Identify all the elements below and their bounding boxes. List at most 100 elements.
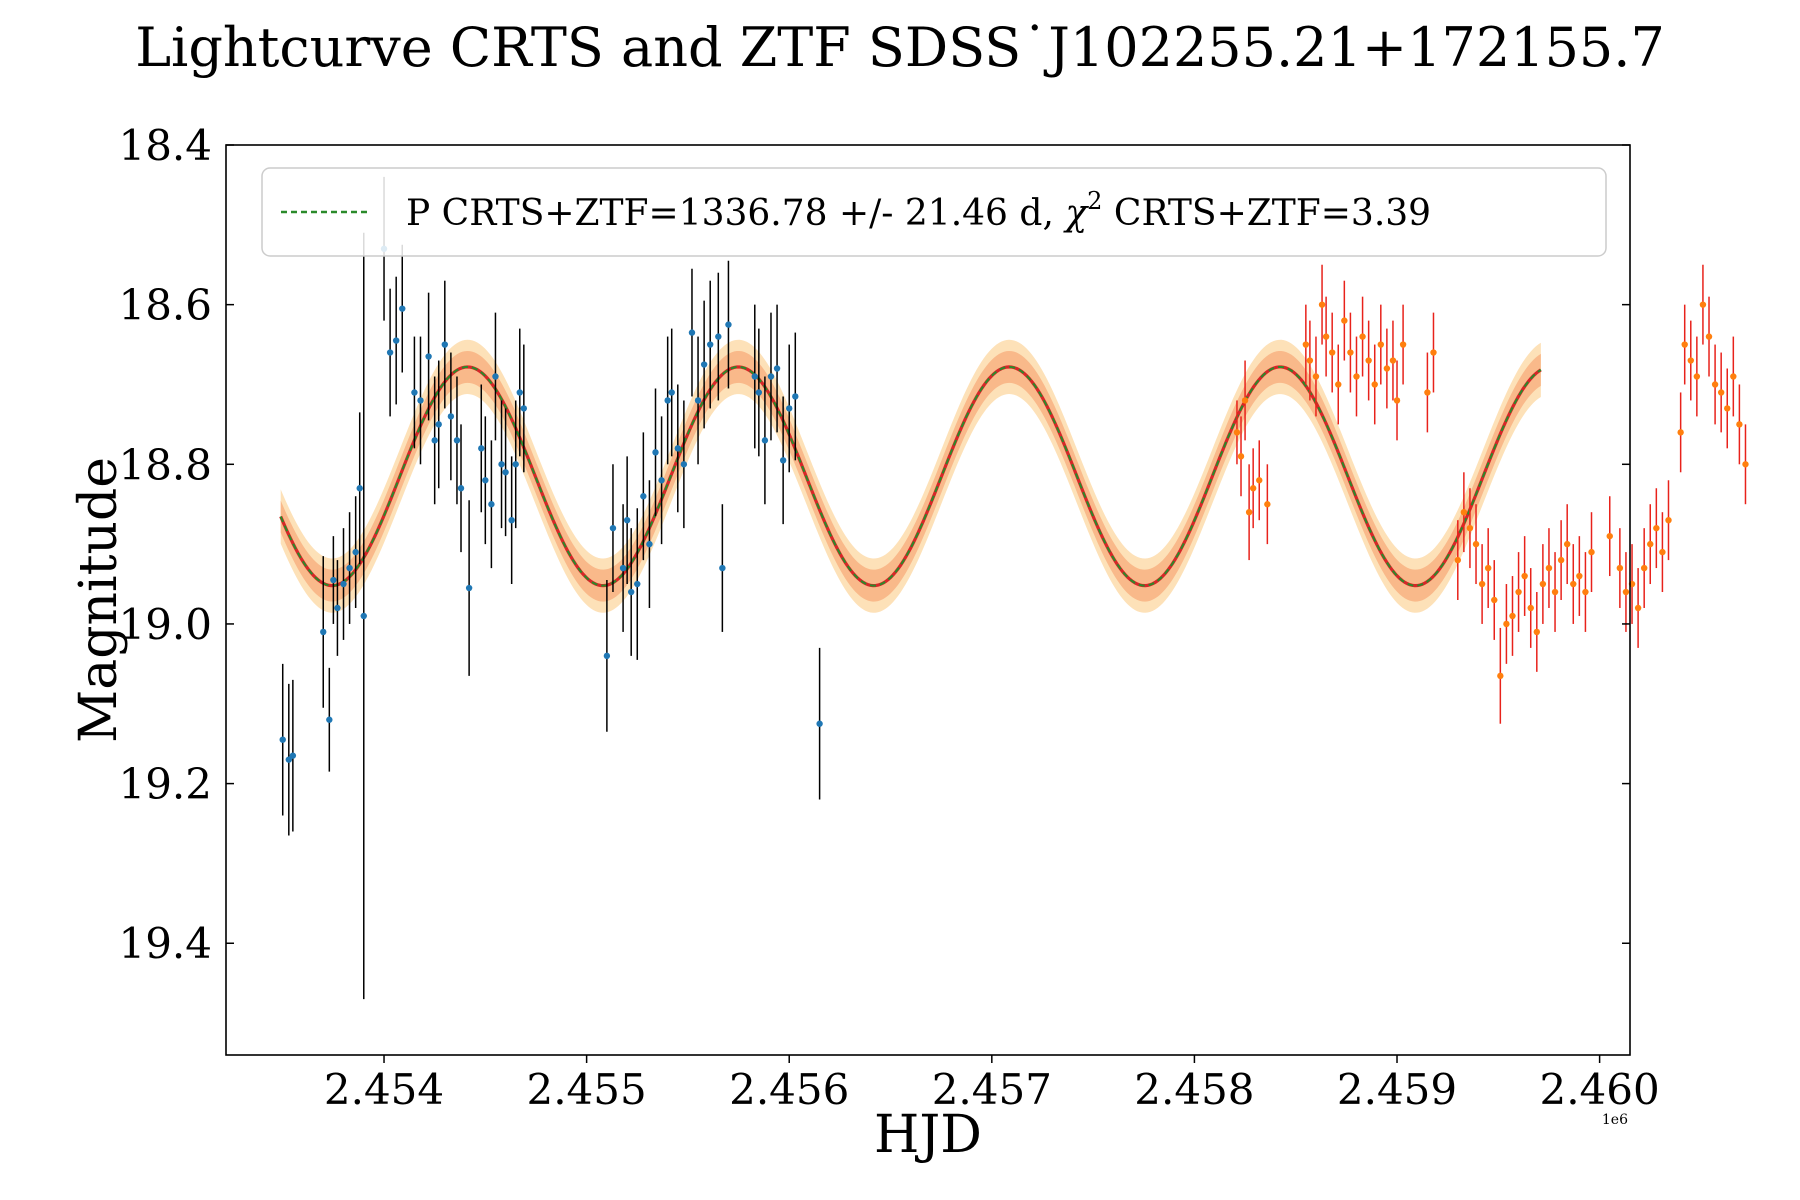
ztf-data-point [1582,588,1589,596]
crts-data-point [707,341,714,348]
ztf-data-point [1264,501,1271,508]
ztf-data-point [1622,588,1630,596]
crts-data-point [516,389,523,396]
crts-data-point [431,437,438,444]
crts-data-point [346,564,353,572]
crts-data-point [623,516,631,524]
ztf-data-point [1466,524,1474,532]
ztf-data-point [1341,317,1348,324]
ztf-data-point [1312,373,1320,380]
ztf-data-point [1570,580,1577,588]
crts-data-point [465,584,473,592]
ztf-data-point [1659,548,1666,556]
ztf-data-point [1383,365,1391,372]
x-tick-label: 2.455 [526,1065,646,1114]
model-curve [279,365,1542,588]
crts-data-point [674,445,681,452]
x-tick-label: 2.459 [1337,1065,1457,1114]
crts-data-point [334,604,341,612]
ztf-data-point [1681,341,1688,348]
ztf-data-point [1509,612,1516,620]
crts-data-point [761,437,769,444]
crts-data-point [700,361,708,368]
crts-data-point [786,405,793,412]
crts-data-point [792,393,799,400]
crts-data-point [425,353,432,360]
ztf-series [1233,264,1749,724]
y-axis-ticks: 18.4 18.6 18.8 19.0 19.2 19.4 [118,121,1630,968]
ztf-data-point [1377,341,1385,348]
model-band-inner [280,350,1541,602]
crts-data-point [619,564,627,572]
ztf-data-point [1705,333,1713,340]
ztf-data-point [1717,389,1725,396]
crts-data-point [715,333,722,340]
y-axis-label: Magnitude [69,457,129,743]
crts-data-point [609,524,617,532]
crts-data-point [646,540,653,548]
ztf-data-point [1557,556,1565,564]
ztf-data-point [1424,389,1431,396]
crts-data-point [668,389,675,396]
crts-data-point [392,337,400,344]
ztf-data-point [1472,540,1480,548]
crts-data-point [478,445,485,452]
ztf-data-point [1634,604,1642,612]
ztf-data-point [1371,381,1378,388]
x-tick-label: 2.456 [729,1065,849,1114]
ztf-data-point [1742,461,1749,468]
crts-data-point [386,349,394,356]
legend-label-suffix: CRTS+ZTF=3.39 [1102,193,1431,234]
ztf-data-point [1399,341,1407,348]
ztf-data-point [1497,672,1504,680]
y-tick-label: 18.8 [118,440,212,489]
crts-data-point [285,756,293,763]
ztf-data-point [1677,429,1684,436]
crts-data-point [492,373,499,380]
y-tick-label: 18.6 [118,281,212,330]
crts-data-point [688,329,696,336]
crts-data-point [417,397,424,404]
crts-data-point [640,493,647,500]
x-tick-label: 2.457 [932,1065,1052,1114]
ztf-data-point [1539,580,1547,588]
ztf-data-point [1430,349,1437,356]
crts-data-point [482,477,489,484]
ztf-data-point [1328,349,1336,356]
ztf-data-point [1588,548,1595,556]
ztf-data-point [1454,556,1461,564]
ztf-data-point [1545,564,1553,572]
crts-data-point [360,612,367,620]
ztf-data-point [1653,524,1660,532]
crts-data-point [603,652,611,660]
crts-data-point [399,305,406,312]
crts-data-point [326,716,333,723]
x-axis-label: HJD [874,1105,982,1165]
y-tick-label: 19.2 [118,760,212,809]
ztf-data-point [1233,429,1241,436]
crts-data-point [441,341,449,348]
x-tick-label: 2.454 [324,1065,444,1114]
ztf-data-point [1533,628,1541,636]
y-tick-label: 19.0 [118,600,212,649]
plot-frame [225,144,1631,1056]
ztf-data-point [1687,357,1694,364]
ztf-data-point [1693,373,1701,380]
legend-label: P CRTS+ZTF=1336.78 +/- 21.46 d, χ2 CRTS+… [406,187,1431,234]
crts-data-point [658,477,665,484]
crts-data-point [664,397,671,404]
crts-data-point [634,580,641,588]
ztf-data-point [1256,477,1263,484]
y-tick-label: 19.4 [118,919,212,968]
ztf-data-point [1393,397,1401,404]
crts-data-point [502,469,509,476]
crts-data-point [488,501,495,508]
crts-series [279,176,823,1000]
crts-data-point [498,461,505,468]
crts-data-point [652,449,659,456]
crts-data-point [289,752,297,759]
crts-data-point [719,564,726,572]
ztf-data-point [1249,485,1257,492]
model-curve-dashed [279,365,1542,587]
legend-label-prefix: P CRTS+ZTF=1336.78 +/- 21.46 d, [406,193,1065,234]
